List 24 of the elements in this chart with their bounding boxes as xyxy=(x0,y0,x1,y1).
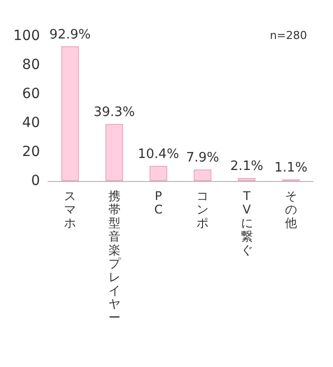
y-tick-label: 20 xyxy=(22,144,40,160)
bar xyxy=(61,46,79,181)
x-tick-label: PC xyxy=(154,188,163,216)
y-tick-label: 100 xyxy=(13,28,40,44)
x-tick-label: スマホ xyxy=(64,188,76,230)
data-label: 7.9% xyxy=(186,150,220,166)
data-label: 1.1% xyxy=(274,160,308,176)
x-tick-label: その他 xyxy=(284,188,297,230)
y-tick-label: 40 xyxy=(22,115,40,131)
data-label: 92.9% xyxy=(49,27,91,42)
bar xyxy=(194,170,212,181)
category-label: 携帯型音楽プレイヤー xyxy=(108,188,120,324)
annotation: n=280 xyxy=(270,29,308,42)
y-tick-label: 0 xyxy=(31,173,40,189)
x-tick-label: TVに繋ぐ xyxy=(240,188,253,257)
data-label: 10.4% xyxy=(138,146,180,162)
y-tick-label: 60 xyxy=(22,86,40,102)
data-label: 2.1% xyxy=(230,158,264,174)
bar xyxy=(238,178,256,181)
bar xyxy=(150,166,168,181)
x-tick-label: コンポ xyxy=(196,188,209,230)
y-tick-label: 80 xyxy=(22,57,40,73)
data-label: 39.3% xyxy=(94,105,135,120)
bar xyxy=(105,124,124,181)
